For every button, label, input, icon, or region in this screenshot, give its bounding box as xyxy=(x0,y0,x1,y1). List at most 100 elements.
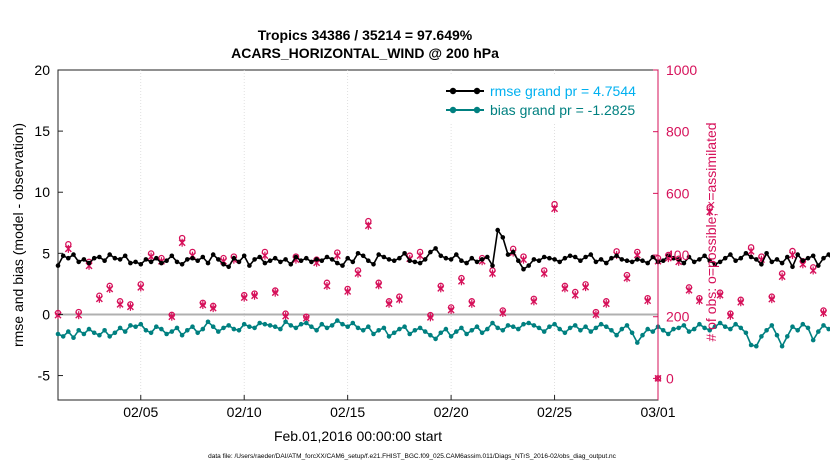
rmse-point xyxy=(143,257,149,262)
y-tick-label-right: 0 xyxy=(666,370,674,386)
bias-point xyxy=(722,324,728,330)
rmse-point xyxy=(645,260,650,266)
bias-point xyxy=(702,325,707,331)
rmse-point xyxy=(593,259,599,265)
bias-point xyxy=(381,325,387,331)
rmse-point xyxy=(438,253,444,259)
legend-rmse-marker-1 xyxy=(449,87,457,95)
rmse-point xyxy=(97,254,102,260)
obs-assimilated-point xyxy=(582,283,590,292)
rmse-point xyxy=(381,254,387,260)
bias-point xyxy=(241,321,247,327)
x-tick-label: 02/20 xyxy=(434,404,469,420)
bias-point xyxy=(572,323,578,328)
obs-assimilated-point xyxy=(323,281,331,290)
rmse-point xyxy=(210,252,216,257)
rmse-point xyxy=(174,259,180,265)
bias-point xyxy=(495,325,501,331)
obs-assimilated-point xyxy=(344,287,352,296)
obs-assimilated-point xyxy=(768,295,776,304)
obs-assimilated-point xyxy=(540,269,548,278)
bias-point xyxy=(738,325,744,331)
x-tick-label: 02/10 xyxy=(227,404,262,420)
bias-point xyxy=(143,328,149,333)
bias-point xyxy=(619,326,625,332)
bias-point xyxy=(671,326,676,332)
y-tick-label-right: 400 xyxy=(666,247,690,263)
bias-point xyxy=(107,334,112,339)
legend-rmse-label: rmse grand pr = 4.7544 xyxy=(490,83,636,99)
rmse-point xyxy=(247,263,252,268)
y-tick-label-left: 20 xyxy=(34,62,50,78)
obs-assimilated-point xyxy=(488,269,496,278)
bias-point xyxy=(128,323,133,328)
legend-bias-marker-1 xyxy=(449,106,457,114)
bias-point xyxy=(376,328,382,333)
rmse-point xyxy=(748,254,754,260)
rmse-point xyxy=(60,253,66,259)
rmse-point xyxy=(231,255,237,261)
bias-point xyxy=(267,323,273,328)
obs-assimilated-point xyxy=(468,299,476,308)
rmse-point xyxy=(686,254,692,260)
rmse-point xyxy=(66,255,71,261)
rmse-point xyxy=(267,258,273,264)
rmse-point xyxy=(283,257,288,262)
y-tick-label-right: 800 xyxy=(666,124,690,140)
rmse-point xyxy=(826,252,830,257)
rmse-point xyxy=(464,260,469,266)
rmse-point xyxy=(319,258,325,264)
rmse-point xyxy=(288,262,294,267)
bias-point xyxy=(205,319,211,325)
bias-point xyxy=(262,321,268,327)
bias-point xyxy=(164,331,169,337)
bias-point xyxy=(366,324,371,330)
bias-point xyxy=(593,325,599,331)
bias-point xyxy=(635,340,640,345)
rmse-point xyxy=(578,258,583,264)
bias-point xyxy=(748,342,754,348)
rmse-point xyxy=(366,258,371,264)
bias-point xyxy=(252,325,257,331)
bias-point xyxy=(583,324,588,330)
rmse-point xyxy=(500,235,506,240)
rmse-point xyxy=(386,257,392,262)
obs-assimilated-point xyxy=(199,301,207,310)
rmse-point xyxy=(759,262,764,267)
bias-point xyxy=(417,325,423,331)
obs-assimilated-point xyxy=(530,297,538,306)
rmse-point xyxy=(790,264,795,270)
rmse-point xyxy=(474,259,480,265)
rmse-point xyxy=(262,260,268,266)
rmse-point xyxy=(257,254,263,260)
rmse-point xyxy=(350,259,356,265)
bias-point xyxy=(314,328,319,333)
bias-point xyxy=(169,329,175,334)
y-tick-label-left: 10 xyxy=(34,184,50,200)
obs-assimilated-point xyxy=(240,293,248,302)
obs-assimilated-point xyxy=(137,283,145,292)
rmse-point xyxy=(743,251,749,256)
rmse-point xyxy=(76,259,81,265)
rmse-point xyxy=(71,252,76,257)
bias-point xyxy=(355,325,361,331)
bias-point xyxy=(412,328,418,333)
bias-point xyxy=(485,326,490,332)
rmse-point xyxy=(681,260,687,266)
bias-point xyxy=(55,331,61,337)
bias-point xyxy=(298,321,304,327)
rmse-point xyxy=(702,253,707,259)
obs-assimilated-point xyxy=(437,284,445,293)
rmse-point xyxy=(329,257,335,262)
bias-point xyxy=(117,325,123,331)
bias-point xyxy=(340,321,345,327)
rmse-point xyxy=(516,258,521,264)
bias-point xyxy=(185,328,190,333)
legend-bias-marker-2 xyxy=(473,106,481,114)
obs-assimilated-point xyxy=(106,284,114,293)
rmse-point xyxy=(531,257,537,262)
bias-point xyxy=(640,332,645,338)
obs-assimilated-point xyxy=(592,310,600,319)
bias-point xyxy=(764,328,769,333)
